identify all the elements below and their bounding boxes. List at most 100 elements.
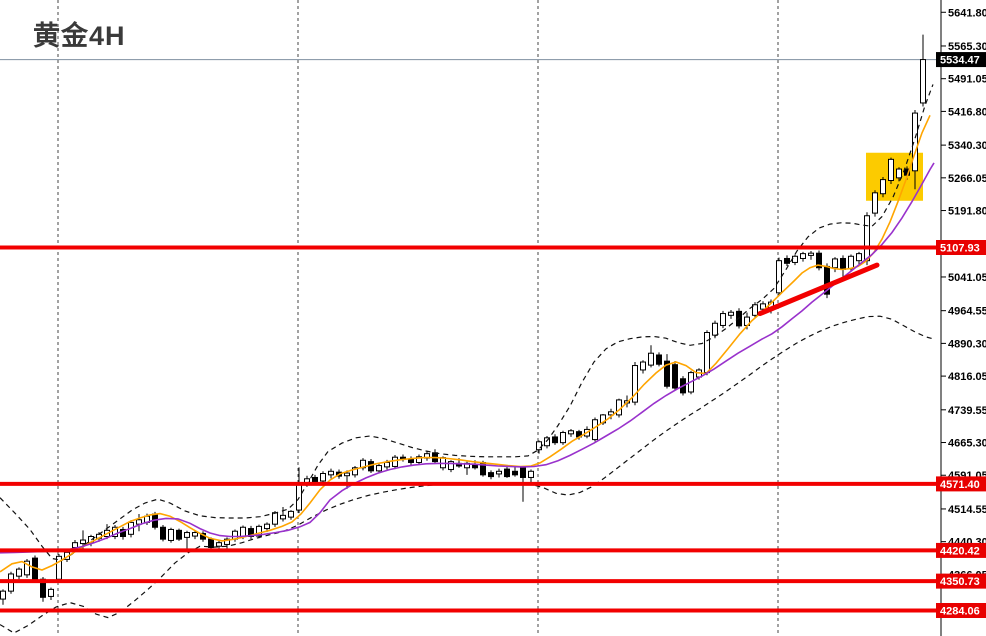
candle-bull xyxy=(72,542,78,549)
candle-bear xyxy=(472,464,478,469)
candle-bull xyxy=(896,168,902,179)
candle-bull xyxy=(264,523,270,530)
candle-bear xyxy=(248,528,254,538)
level-price-label: 4420.42 xyxy=(940,545,980,557)
candle-bull xyxy=(528,470,534,478)
candle-bear xyxy=(504,468,510,478)
candle-bull xyxy=(344,472,350,477)
level-price-label: 5107.93 xyxy=(940,243,980,255)
candle-bear xyxy=(816,252,822,269)
axis-tick-label: 5191.80 xyxy=(948,206,986,218)
axis-tick-label: 4514.55 xyxy=(948,504,986,516)
candle-bull xyxy=(280,514,286,520)
candle-bull xyxy=(168,528,174,541)
candle-bull xyxy=(920,59,926,104)
candle-bull xyxy=(352,467,358,476)
candle-bull xyxy=(800,253,806,259)
candle-bull xyxy=(392,456,398,467)
axis-tick-label: 4964.55 xyxy=(948,306,986,318)
candle-bull xyxy=(16,568,22,577)
candle-bear xyxy=(208,538,214,549)
candle-bear xyxy=(312,476,318,483)
candle-bull xyxy=(384,461,390,468)
candle-bull xyxy=(760,303,766,310)
candle-bull xyxy=(320,473,326,482)
candle-bull xyxy=(48,588,54,597)
candle-bull xyxy=(880,179,886,195)
candle-bear xyxy=(120,528,126,538)
axis-tick-label: 4739.55 xyxy=(948,405,986,417)
current-price-label-bg xyxy=(936,52,986,68)
candle-bull xyxy=(496,470,502,475)
candle-bull xyxy=(648,352,654,366)
candle-bull xyxy=(592,419,598,441)
level-price-label-bg xyxy=(936,573,986,589)
trend-line[interactable] xyxy=(757,262,880,317)
axis-tick-label: 5416.80 xyxy=(948,106,986,118)
level-price-label-bg xyxy=(936,476,986,492)
ma-fast-line xyxy=(0,114,931,573)
level-price-label-bg xyxy=(936,603,986,619)
candle-bull xyxy=(808,252,814,256)
candle-bull xyxy=(536,441,542,451)
candle-bear xyxy=(664,360,670,387)
candle-bull xyxy=(288,510,294,518)
axis-tick-label: 5491.05 xyxy=(948,74,986,86)
candle-bull xyxy=(544,437,550,447)
level-price-label: 4571.40 xyxy=(940,479,980,491)
candle-bull xyxy=(608,411,614,416)
candle-bull xyxy=(640,361,646,371)
candle-bear xyxy=(840,257,846,270)
level-price-label: 4350.73 xyxy=(940,576,980,588)
axis-tick-label: 5565.30 xyxy=(948,41,986,53)
axis-tick-label: 5641.80 xyxy=(948,7,986,19)
candle-bull xyxy=(864,215,870,262)
candle-bear xyxy=(408,458,414,463)
candle-bull xyxy=(912,112,918,172)
candle-bull xyxy=(856,253,862,262)
candle-bull xyxy=(376,465,382,472)
candle-bull xyxy=(296,483,302,511)
axis-tick-label: 5041.05 xyxy=(948,272,986,284)
candle-bull xyxy=(328,470,334,476)
axis-tick-label: 5266.05 xyxy=(948,173,986,185)
candle-bull xyxy=(24,560,30,576)
candle-bull xyxy=(256,525,262,537)
candle-bull xyxy=(240,526,246,538)
candle-bull xyxy=(720,313,726,326)
candle-bull xyxy=(0,590,6,600)
level-price-label-bg xyxy=(936,240,986,255)
candle-bear xyxy=(520,467,526,478)
candle-bull xyxy=(112,526,118,538)
candle-bull xyxy=(192,532,198,537)
candle-bull xyxy=(872,192,878,214)
level-price-label-bg xyxy=(936,542,986,558)
ma-slow-line xyxy=(0,162,935,554)
candle-bear xyxy=(672,364,678,389)
candle-bull xyxy=(792,255,798,263)
level-price-label: 4284.06 xyxy=(940,606,980,618)
candle-bull xyxy=(832,258,838,269)
axis-tick-label: 4665.30 xyxy=(948,438,986,450)
candle-bear xyxy=(488,472,494,478)
candle-bear xyxy=(656,354,662,365)
candle-bull xyxy=(560,432,566,444)
candle-bear xyxy=(784,257,790,264)
candle-bull xyxy=(888,158,894,181)
chart-title: 黄金4H xyxy=(33,21,126,51)
candle-bull xyxy=(184,532,190,538)
candle-bull xyxy=(712,322,718,336)
candle-bull xyxy=(728,311,734,316)
axis-tick-label: 4890.30 xyxy=(948,338,986,350)
candle-bull xyxy=(704,332,710,374)
axis-tick-label: 5340.30 xyxy=(948,140,986,152)
candle-bull xyxy=(632,365,638,403)
candle-bull xyxy=(416,456,422,463)
candle-bull xyxy=(752,304,758,316)
current-price-label: 5534.47 xyxy=(940,55,980,67)
axis-tick-label: 4816.05 xyxy=(948,371,986,383)
candle-bear xyxy=(512,470,518,476)
